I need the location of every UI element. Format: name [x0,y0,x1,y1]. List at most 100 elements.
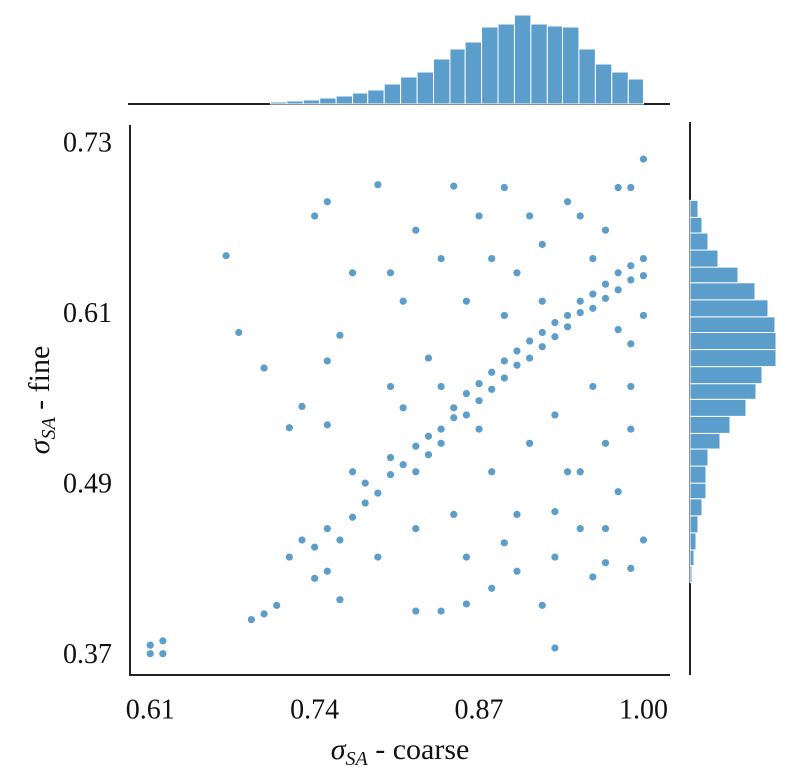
scatter-point [412,525,420,533]
scatter-point [513,510,521,519]
scatter-point [450,414,458,422]
scatter-point [336,331,344,339]
scatter-point [627,276,635,284]
histogram-bar [689,398,747,417]
scatter-point [462,600,470,608]
histogram-bar [513,14,532,105]
scatter-point [437,382,445,391]
scatter-point [614,269,622,277]
scatter-point [323,421,331,429]
histogram-bar [689,465,707,484]
scatter-point [285,424,293,432]
scatter-point [311,543,319,551]
scatter-point [627,425,635,433]
scatter-point [589,573,597,581]
scatter-point [639,254,648,263]
scatter-point [311,574,319,582]
scatter-point [437,607,445,615]
scatter-point [424,354,433,362]
scatter-point [627,340,635,348]
y-tick-label: 0.61 [63,298,112,329]
scatter-point [526,212,534,220]
scatter-point [576,308,584,317]
scatter-point [488,468,496,476]
scatter-point [601,294,610,302]
scatter-point [513,567,521,575]
histogram-bar [449,48,466,105]
histogram-bar [530,23,548,105]
scatter-point [475,380,483,388]
histogram-bar [464,41,483,105]
scatter-point [450,404,458,412]
scatter-point [614,326,622,334]
histogram-bar [689,432,721,450]
scatter-point [601,280,610,288]
histogram-bar [689,515,699,534]
scatter-point [412,226,420,234]
scatter-point [576,212,584,220]
x-tick-label: 1.00 [619,694,668,725]
histogram-bar [367,89,385,105]
histogram-bar [689,383,757,400]
scatter-point [500,357,508,365]
scatter-point [614,183,622,192]
histogram-bar [689,249,719,268]
y-tick-label: 0.73 [63,127,112,158]
scatter-point [374,181,382,189]
histogram-bar [481,26,499,105]
scatter-point [462,297,470,305]
histogram-bar [689,349,777,368]
x-label-subscript: SA [345,748,368,770]
histogram-bar [611,71,629,105]
scatter-point [576,297,584,305]
scatter-point [500,183,508,192]
histogram-bar [689,482,707,500]
scatter-point [526,439,534,447]
histogram-bar [416,71,435,105]
scatter-point [500,374,508,382]
scatter-point [323,525,331,533]
scatter-point [298,536,306,544]
scatter-point [526,337,534,345]
plot-area [146,155,648,658]
histogram-bar [383,83,402,105]
y-label-text: - fine [23,346,56,418]
scatter-point [361,479,369,487]
scatter-point [336,596,344,604]
scatter-point [336,536,344,544]
scatter-point [639,311,648,320]
scatter-point [361,499,369,507]
scatter-point [374,489,382,497]
histogram-bar [689,282,756,301]
histogram-bar [319,97,337,105]
scatter-point [247,615,256,624]
x-tick-label: 0.87 [455,694,504,725]
scatter-point [424,451,433,459]
scatter-point [500,539,508,547]
scatter-point [526,354,534,362]
scatter-point [222,252,230,260]
scatter-point [146,641,154,649]
scatter-point [348,513,357,521]
scatter-point [475,397,483,405]
scatter-point [159,637,167,645]
histogram-bar [546,25,564,105]
scatter-point [589,290,597,298]
scatter-point [323,567,331,575]
scatter-point [424,432,433,440]
scatter-point [462,390,470,398]
scatter-point [513,269,521,277]
scatter-point [500,311,508,320]
scatter-point [538,328,546,337]
scatter-point [627,382,635,391]
scatter-point [639,155,648,163]
scatter-point [538,343,546,351]
histogram-bar [286,100,304,105]
scatter-point [488,385,496,393]
scatter-point [627,262,635,270]
scatter-point [488,584,496,592]
histogram-bar [689,232,709,251]
scatter-point [576,525,584,533]
